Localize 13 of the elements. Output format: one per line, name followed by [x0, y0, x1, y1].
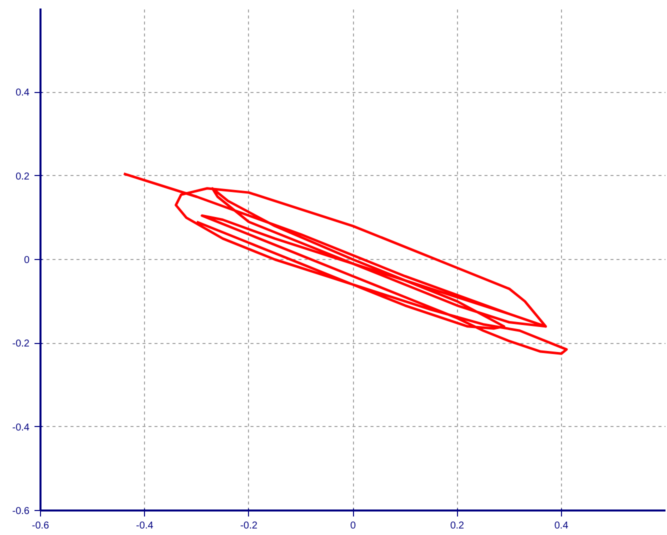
x-tick-label: -0.2: [240, 520, 258, 532]
y-tick-label: -0.4: [12, 422, 30, 434]
x-tick-label: -0.4: [136, 520, 154, 532]
y-tick-label: -0.6: [12, 506, 30, 517]
y-tick-label: 0.2: [16, 171, 30, 182]
y-tick-label: 0.4: [16, 88, 30, 99]
x-tick-label: -0.6: [32, 520, 50, 532]
x-tick-label: 0.4: [554, 520, 569, 532]
x-tick-label: 0.2: [450, 520, 465, 532]
y-tick-label: 0: [24, 255, 30, 266]
line-series: [122, 172, 568, 355]
x-tick-label: 0: [350, 520, 356, 532]
y-tick-label: -0.2: [12, 338, 30, 350]
